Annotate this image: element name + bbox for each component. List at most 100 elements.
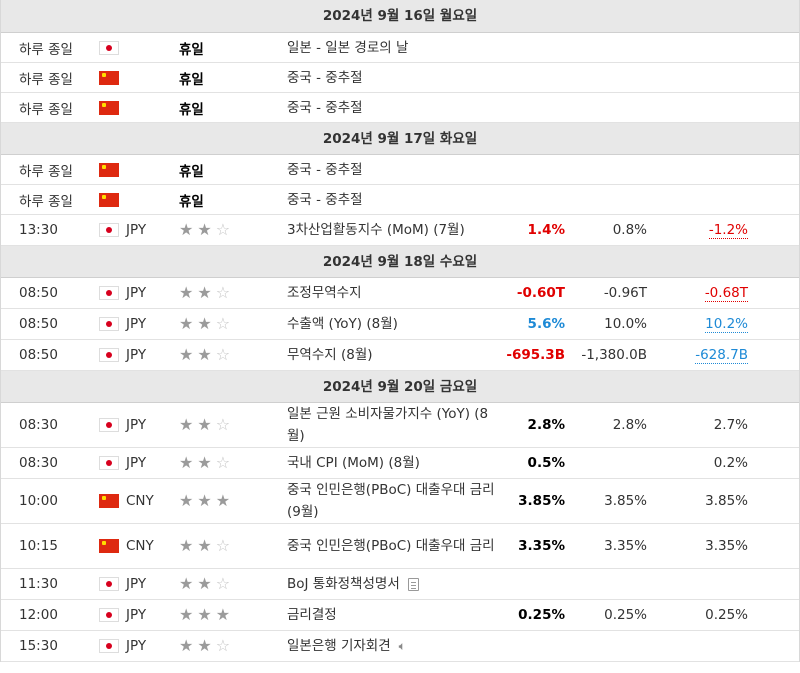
- forecast-value: -1,380.0B: [581, 347, 647, 363]
- event-name[interactable]: 조정무역수지: [287, 278, 505, 308]
- event-name[interactable]: 중국 - 중추절: [287, 155, 505, 184]
- event-time: 12:00: [19, 607, 58, 623]
- event-title[interactable]: 중국 - 중추절: [287, 69, 363, 86]
- event-time: 08:30: [19, 417, 58, 433]
- previous-value: 0.2%: [713, 455, 748, 471]
- event-row[interactable]: 하루 종일 휴일 중국 - 중추절: [1, 93, 799, 123]
- currency-code: CNY: [126, 493, 154, 509]
- event-row[interactable]: 하루 종일 휴일 중국 - 중추절: [1, 155, 799, 185]
- event-title[interactable]: 3차산업활동지수 (MoM) (7월): [287, 222, 465, 238]
- event-title[interactable]: 일본 근원 소비자물가지수 (YoY) (8월): [287, 406, 489, 444]
- event-name[interactable]: 수출액 (YoY) (8월): [287, 309, 505, 339]
- event-name[interactable]: 국내 CPI (MoM) (8월): [287, 448, 505, 478]
- importance-rating: ★ ★ ★: [179, 600, 279, 630]
- event-row[interactable]: 08:50 JPY ★ ★ ☆ 조정무역수지 -0.60T -0.96T -0.68T: [1, 278, 799, 309]
- event-time: 15:30: [19, 638, 58, 654]
- currency-code: JPY: [126, 347, 147, 363]
- event-title[interactable]: 중국 - 중추절: [287, 99, 363, 116]
- importance-rating: ★ ★ ★: [179, 479, 279, 523]
- forecast-value: 3.35%: [604, 538, 647, 554]
- forecast-value: 3.85%: [604, 493, 647, 509]
- event-title[interactable]: 수출액 (YoY) (8월): [287, 316, 398, 332]
- importance-rating: ★ ★ ☆: [179, 340, 279, 370]
- currency-code: JPY: [126, 316, 147, 332]
- star-icon: ☆: [215, 283, 231, 302]
- previous-value[interactable]: -0.68T: [704, 284, 748, 302]
- event-name[interactable]: 일본은행 기자회견 🔈︎: [287, 631, 505, 661]
- event-title[interactable]: BoJ 통화정책성명서: [287, 576, 400, 592]
- event-name[interactable]: 3차산업활동지수 (MoM) (7월): [287, 215, 505, 245]
- previous-value[interactable]: -628.7B: [695, 346, 748, 364]
- importance-rating: ★ ★ ☆: [179, 215, 279, 245]
- japan-flag-icon: [99, 348, 119, 362]
- china-flag-icon: [99, 162, 119, 177]
- star-icon: ★: [179, 491, 194, 510]
- date-header: 2024년 9월 18일 수요일: [1, 246, 799, 278]
- star-icon: ★: [179, 636, 194, 655]
- event-title[interactable]: 금리결정: [287, 607, 337, 623]
- actual-value: 0.25%: [518, 607, 565, 623]
- event-name[interactable]: BoJ 통화정책성명서: [287, 569, 505, 599]
- event-time: 10:15: [19, 538, 58, 554]
- date-header: 2024년 9월 20일 금요일: [1, 371, 799, 403]
- previous-value[interactable]: 10.2%: [705, 315, 748, 333]
- event-row[interactable]: 08:30 JPY ★ ★ ☆ 국내 CPI (MoM) (8월) 0.5% 0.2%: [1, 448, 799, 479]
- event-title[interactable]: 국내 CPI (MoM) (8월): [287, 455, 420, 471]
- forecast-value: 0.25%: [604, 607, 647, 623]
- importance-rating: ★ ★ ☆: [179, 309, 279, 339]
- event-title[interactable]: 중국 - 중추절: [287, 191, 363, 208]
- japan-flag-icon: [99, 577, 119, 591]
- holiday-label: 휴일: [179, 193, 204, 210]
- event-row[interactable]: 11:30 JPY ★ ★ ☆ BoJ 통화정책성명서: [1, 569, 799, 600]
- event-name[interactable]: 일본 - 일본 경로의 날: [287, 33, 505, 62]
- event-row[interactable]: 10:15 CNY ★ ★ ☆ 중국 인민은행(PBoC) 대출우대 금리 3.35% 3.3…: [1, 524, 799, 569]
- star-icon: ★: [215, 491, 231, 510]
- star-icon: ★: [197, 345, 212, 364]
- star-icon: ★: [179, 345, 194, 364]
- star-icon: ★: [215, 605, 231, 624]
- china-flag-icon: [99, 539, 119, 553]
- event-title[interactable]: 중국 인민은행(PBoC) 대출우대 금리 (9월): [287, 482, 495, 520]
- event-title[interactable]: 중국 - 중추절: [287, 161, 363, 178]
- star-icon: ☆: [215, 636, 231, 655]
- event-name[interactable]: 중국 - 중추절: [287, 185, 505, 214]
- event-row[interactable]: 08:30 JPY ★ ★ ☆ 일본 근원 소비자물가지수 (YoY) (8월) 2.8% 2…: [1, 403, 799, 448]
- star-icon: ★: [179, 220, 194, 239]
- event-row[interactable]: 15:30 JPY ★ ★ ☆ 일본은행 기자회견 🔈︎: [1, 631, 799, 662]
- event-title[interactable]: 일본 - 일본 경로의 날: [287, 39, 409, 56]
- event-row[interactable]: 08:50 JPY ★ ★ ☆ 무역수지 (8월) -695.3B -1,380.0B -628…: [1, 340, 799, 371]
- event-row[interactable]: 12:00 JPY ★ ★ ★ 금리결정 0.25% 0.25% 0.25%: [1, 600, 799, 631]
- star-icon: ☆: [215, 415, 231, 434]
- event-row[interactable]: 10:00 CNY ★ ★ ★ 중국 인민은행(PBoC) 대출우대 금리 (9월) 3.8…: [1, 479, 799, 524]
- holiday-label: 휴일: [179, 41, 204, 58]
- event-time: 하루 종일: [19, 193, 73, 210]
- event-row[interactable]: 13:30 JPY ★ ★ ☆ 3차산업활동지수 (MoM) (7월) 1.4% 0.8% -1…: [1, 215, 799, 246]
- event-name[interactable]: 중국 - 중추절: [287, 93, 505, 122]
- star-icon: ★: [179, 574, 194, 593]
- event-time: 하루 종일: [19, 71, 73, 88]
- event-title[interactable]: 일본은행 기자회견: [287, 638, 391, 654]
- event-name[interactable]: 중국 인민은행(PBoC) 대출우대 금리 (9월): [287, 479, 505, 523]
- importance-rating: ★ ★ ☆: [179, 569, 279, 599]
- japan-flag-icon: [99, 286, 119, 300]
- event-row[interactable]: 하루 종일 휴일 일본 - 일본 경로의 날: [1, 33, 799, 63]
- event-row[interactable]: 하루 종일 휴일 중국 - 중추절: [1, 63, 799, 93]
- event-row[interactable]: 08:50 JPY ★ ★ ☆ 수출액 (YoY) (8월) 5.6% 10.0% 10.2%: [1, 309, 799, 340]
- previous-value[interactable]: -1.2%: [708, 221, 748, 239]
- event-name[interactable]: 무역수지 (8월): [287, 340, 505, 370]
- holiday-label: 휴일: [179, 71, 204, 88]
- event-title[interactable]: 중국 인민은행(PBoC) 대출우대 금리: [287, 538, 495, 554]
- event-title[interactable]: 무역수지 (8월): [287, 347, 373, 363]
- event-name[interactable]: 일본 근원 소비자물가지수 (YoY) (8월): [287, 403, 505, 447]
- event-time: 13:30: [19, 222, 58, 238]
- event-name[interactable]: 중국 인민은행(PBoC) 대출우대 금리: [287, 524, 505, 568]
- actual-value: 3.35%: [518, 538, 565, 554]
- event-title[interactable]: 조정무역수지: [287, 285, 362, 301]
- date-header: 2024년 9월 16일 월요일: [1, 0, 799, 33]
- event-name[interactable]: 금리결정: [287, 600, 505, 630]
- importance-rating: ★ ★ ☆: [179, 524, 279, 568]
- japan-flag-icon: [99, 639, 119, 653]
- event-name[interactable]: 중국 - 중추절: [287, 63, 505, 92]
- event-row[interactable]: 하루 종일 휴일 중국 - 중추절: [1, 185, 799, 215]
- forecast-value: [573, 448, 647, 478]
